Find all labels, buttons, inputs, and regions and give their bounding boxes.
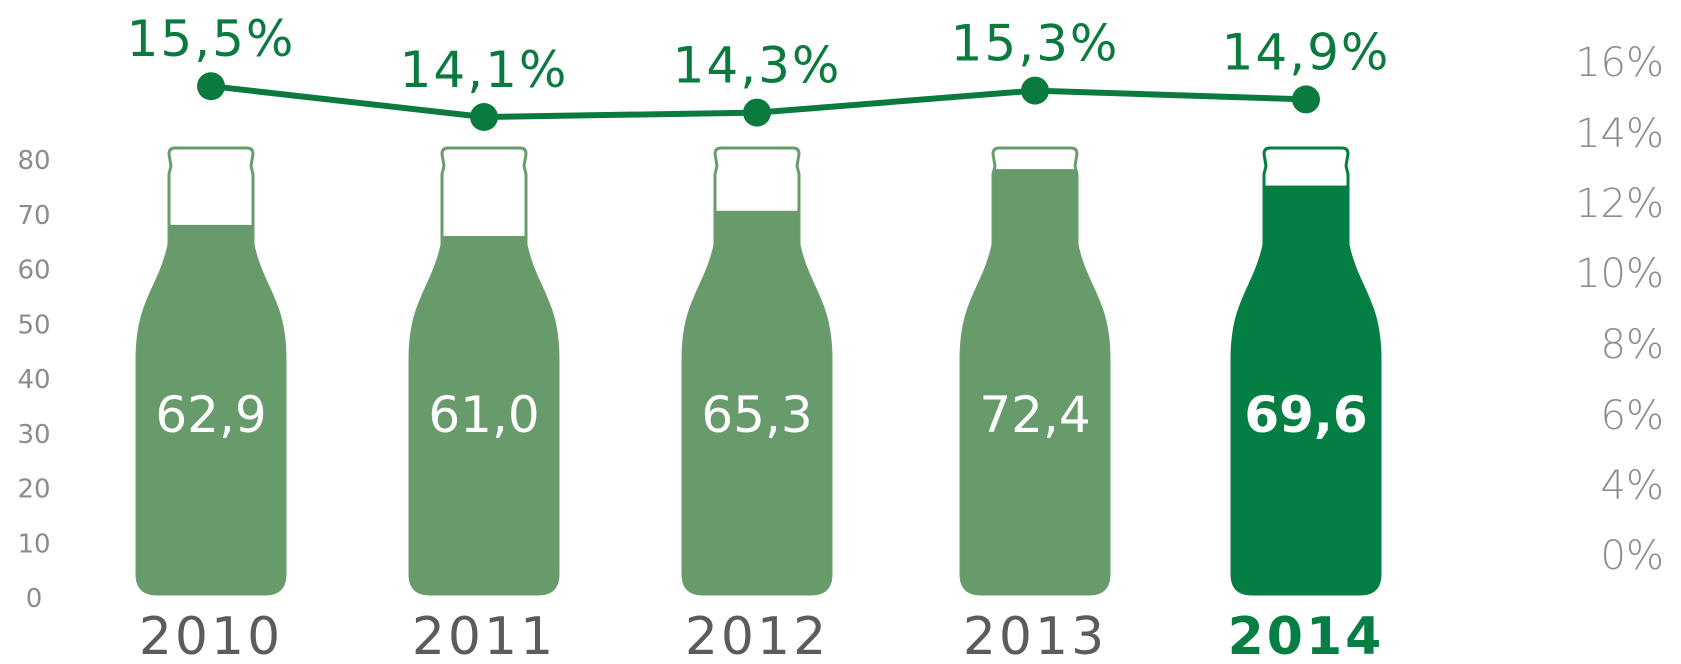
x-tick-label: 2010 — [139, 607, 283, 664]
left-axis-tick: 10 — [17, 529, 50, 559]
line-point — [743, 98, 771, 127]
bar-data-label: 72,4 — [979, 386, 1090, 444]
line-point — [470, 103, 498, 131]
bar-data-label: 65,3 — [701, 386, 812, 444]
bar — [961, 169, 1109, 594]
line-point — [197, 72, 225, 101]
bar-data-label: 62,9 — [155, 386, 266, 444]
x-tick-label: 2011 — [412, 607, 556, 664]
x-tick-label: 2012 — [685, 607, 829, 664]
right-axis-tick: 16% — [1575, 40, 1664, 86]
right-axis-tick: 6% — [1601, 393, 1664, 439]
line-point — [1292, 85, 1320, 114]
right-axis: 0% 4% 6% 8% 10% 12% 14% 16% — [1575, 40, 1664, 579]
right-axis-tick: 0% — [1601, 533, 1664, 579]
line-layer — [197, 72, 1320, 131]
bottles — [135, 146, 1382, 596]
right-axis-tick: 12% — [1575, 181, 1664, 227]
left-axis-tick: 20 — [17, 475, 50, 505]
left-axis-tick: 0 — [26, 584, 43, 614]
left-axis-tick: 60 — [17, 256, 50, 286]
bar-data-label: 61,0 — [428, 386, 539, 444]
line-data-label: 15,3% — [951, 15, 1120, 73]
line-point — [1021, 76, 1049, 105]
x-tick-label: 2013 — [963, 607, 1107, 664]
right-axis-tick: 14% — [1575, 111, 1664, 157]
left-axis-tick: 40 — [17, 365, 50, 395]
line-data-label: 14,3% — [673, 37, 842, 95]
right-axis-tick: 8% — [1601, 322, 1664, 368]
left-axis: 0 10 20 30 40 50 60 70 80 — [17, 146, 50, 614]
left-axis-tick: 80 — [17, 146, 50, 176]
line-data-label: 14,9% — [1222, 23, 1391, 81]
right-axis-tick: 4% — [1601, 463, 1664, 509]
line-data-label: 14,1% — [400, 41, 569, 99]
bar-data-label: 69,6 — [1244, 386, 1367, 444]
left-axis-tick: 70 — [17, 201, 50, 231]
bar — [137, 224, 285, 594]
line-data-label: 15,5% — [127, 10, 296, 68]
left-axis-tick: 30 — [17, 420, 50, 450]
right-axis-tick: 10% — [1575, 251, 1664, 297]
bar — [683, 210, 831, 594]
labels: 15,5% 62,9 2010 14,1% 61,0 2011 14,3% 65,3 2012 1… — [127, 10, 1391, 664]
left-axis-tick: 50 — [17, 310, 50, 340]
x-tick-label: 2014 — [1228, 607, 1385, 664]
bar — [410, 236, 558, 594]
